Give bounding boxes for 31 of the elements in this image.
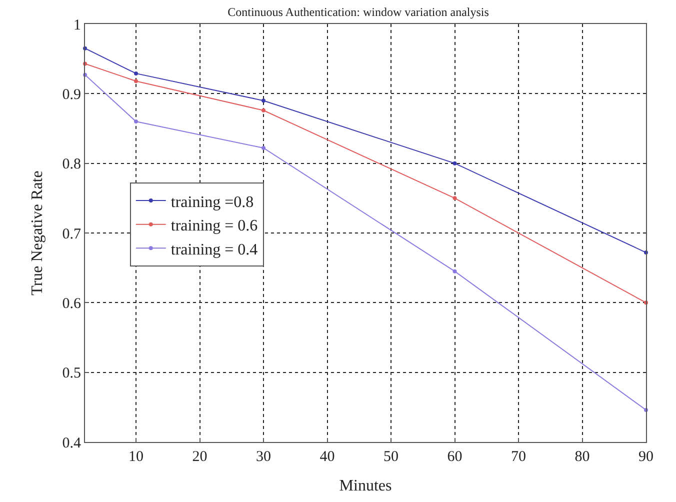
point	[452, 196, 457, 200]
point	[452, 269, 457, 274]
point	[262, 98, 266, 103]
y-tick-label: 0.6	[62, 296, 82, 312]
x-tick-label: 10	[128, 449, 144, 465]
y-tick-label: 1	[74, 17, 81, 34]
point	[452, 161, 457, 166]
x-axis-title: Minutes	[339, 478, 392, 495]
y-tick-label: 0.7	[62, 226, 82, 242]
x-tick-label: 60	[447, 449, 462, 465]
y-axis-title: True Negative Rate	[29, 170, 46, 296]
point	[134, 79, 138, 84]
x-tick-label: 40	[320, 449, 335, 465]
x-tick-label: 20	[192, 449, 208, 465]
x-tick-label: 90	[638, 449, 654, 465]
legend-label: training = 0.4	[170, 241, 258, 258]
chart-title: Continuous Authentication: window variation analysis	[228, 4, 490, 19]
point	[134, 120, 138, 124]
legend-label: training = 0.6	[170, 218, 258, 235]
y-tick-label: 0.8	[62, 156, 81, 173]
y-tick-label: 0.4	[62, 435, 82, 452]
y-tick-label: 0.9	[62, 86, 81, 103]
point	[262, 108, 266, 112]
x-tick-label: 70	[511, 449, 526, 465]
legend-label: training =0.8	[170, 194, 254, 211]
x-tick-label: 50	[384, 449, 398, 465]
y-tick-label: 0.5	[62, 366, 81, 382]
point	[134, 71, 138, 76]
point	[262, 146, 266, 150]
x-tick-label: 80	[574, 449, 590, 465]
x-tick-label: 30	[256, 449, 271, 465]
